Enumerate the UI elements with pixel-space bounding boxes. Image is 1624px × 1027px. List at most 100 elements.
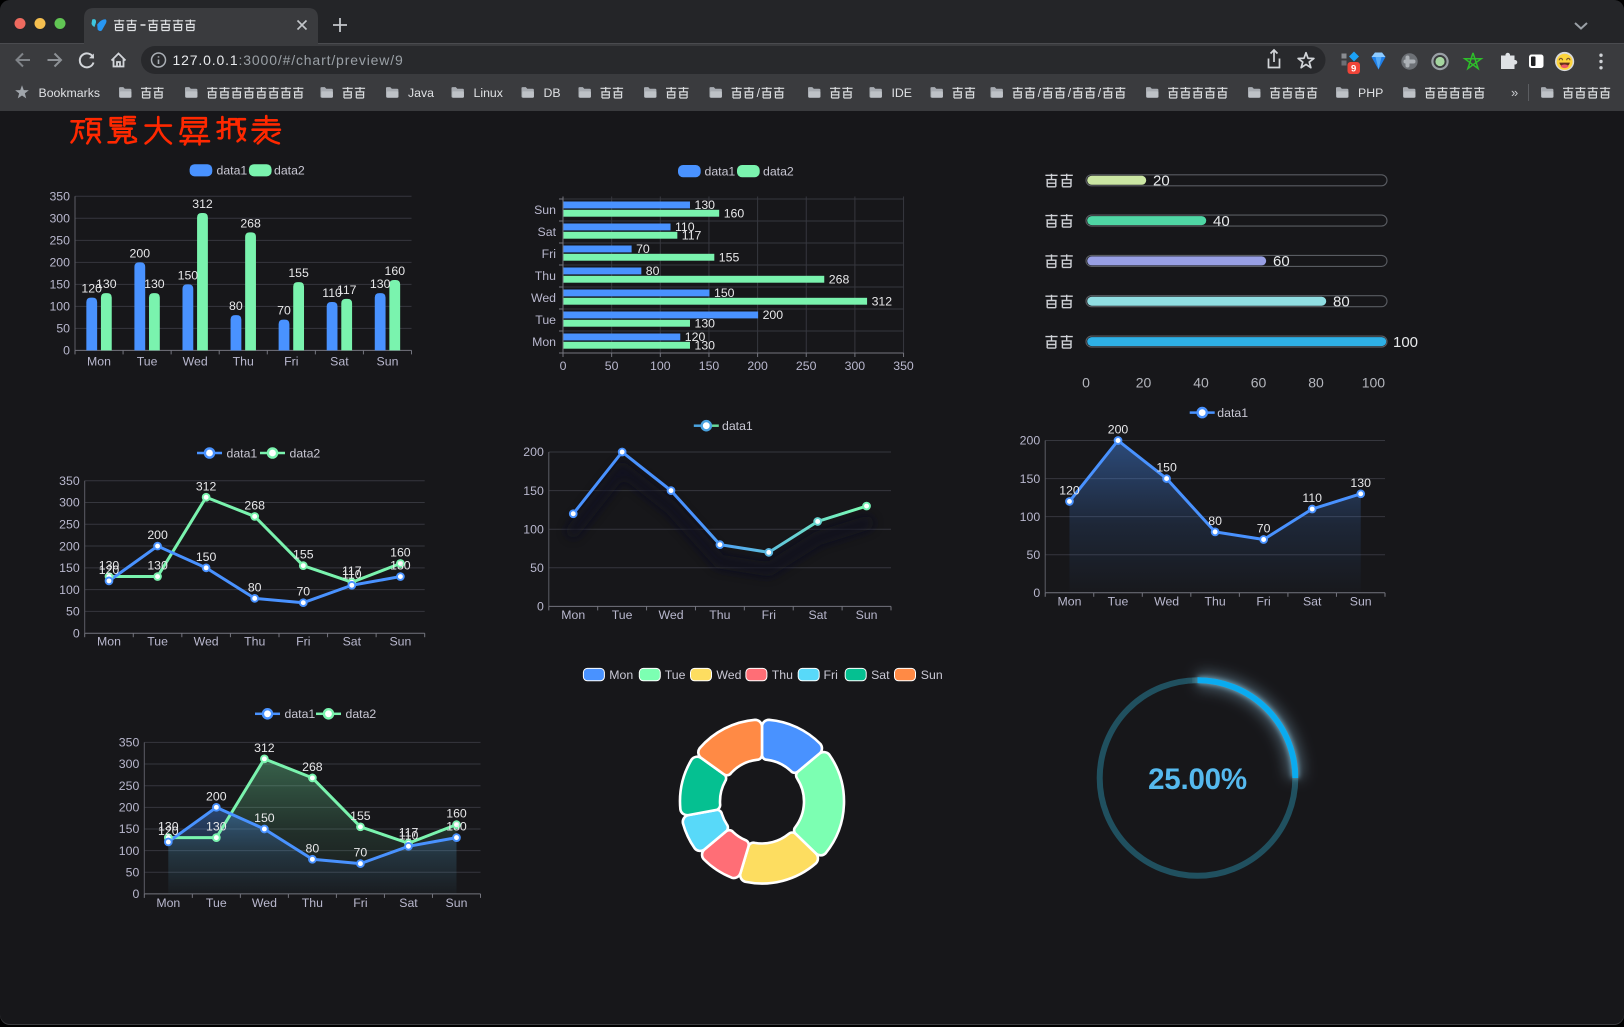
svg-text:Thu: Thu xyxy=(233,355,254,369)
svg-text:Tue: Tue xyxy=(147,635,168,649)
svg-text:Mon: Mon xyxy=(1058,595,1082,609)
svg-text:350: 350 xyxy=(49,190,70,204)
svg-text:150: 150 xyxy=(699,359,720,373)
svg-text:70: 70 xyxy=(1257,522,1271,536)
svg-text:200: 200 xyxy=(49,256,70,270)
svg-text:0: 0 xyxy=(560,359,567,373)
svg-text:data2: data2 xyxy=(274,164,305,178)
svg-text:Sat: Sat xyxy=(538,225,557,239)
svg-text:Mon: Mon xyxy=(97,635,121,649)
svg-text:80: 80 xyxy=(646,264,660,278)
svg-text:117: 117 xyxy=(342,564,362,578)
svg-text:250: 250 xyxy=(119,779,140,793)
svg-text:40: 40 xyxy=(1213,213,1230,230)
svg-text:150: 150 xyxy=(254,811,275,825)
svg-text:150: 150 xyxy=(714,286,735,300)
svg-text:312: 312 xyxy=(254,741,275,755)
svg-text:0: 0 xyxy=(537,600,544,614)
svg-text:130: 130 xyxy=(446,820,467,834)
svg-text:80: 80 xyxy=(1333,293,1350,310)
svg-text:200: 200 xyxy=(1020,434,1041,448)
svg-text:120: 120 xyxy=(685,330,706,344)
svg-text:DB: DB xyxy=(544,86,561,100)
svg-text:»: » xyxy=(1511,85,1518,100)
svg-text:80: 80 xyxy=(229,299,243,313)
svg-text:160: 160 xyxy=(724,206,745,220)
svg-text:250: 250 xyxy=(796,359,817,373)
svg-text:130: 130 xyxy=(206,820,227,834)
svg-text:80: 80 xyxy=(248,580,262,594)
svg-text:Wed: Wed xyxy=(658,608,683,622)
svg-text:Fri: Fri xyxy=(762,608,776,622)
svg-text:Sun: Sun xyxy=(534,203,556,217)
svg-text:IDE: IDE xyxy=(892,86,913,100)
svg-text:110: 110 xyxy=(399,828,419,842)
svg-text:data2: data2 xyxy=(763,164,794,178)
svg-text:130: 130 xyxy=(147,559,168,573)
svg-text:Java: Java xyxy=(408,86,434,100)
svg-text:80: 80 xyxy=(1308,374,1324,390)
svg-text:130: 130 xyxy=(158,820,179,834)
svg-text:Wed: Wed xyxy=(1154,595,1179,609)
svg-text:350: 350 xyxy=(59,474,80,488)
svg-text:data1: data1 xyxy=(285,707,316,721)
svg-text:0: 0 xyxy=(1033,586,1040,600)
svg-text:268: 268 xyxy=(240,216,261,230)
svg-text:Wed: Wed xyxy=(252,896,277,910)
svg-text:Mon: Mon xyxy=(609,668,633,682)
svg-text:110: 110 xyxy=(675,220,695,234)
svg-text:60: 60 xyxy=(1273,253,1290,270)
svg-text:120: 120 xyxy=(99,563,120,577)
svg-text:/: / xyxy=(1068,86,1072,100)
svg-text:Sat: Sat xyxy=(399,896,418,910)
svg-text:data1: data1 xyxy=(705,164,736,178)
svg-text:Tue: Tue xyxy=(137,355,158,369)
svg-text:160: 160 xyxy=(385,264,406,278)
svg-text:0: 0 xyxy=(63,344,70,358)
svg-text:Tue: Tue xyxy=(206,896,227,910)
svg-text:data2: data2 xyxy=(346,707,377,721)
svg-text:150: 150 xyxy=(196,550,217,564)
svg-text:Wed: Wed xyxy=(531,291,556,305)
svg-text:Sun: Sun xyxy=(921,668,943,682)
svg-text:Sat: Sat xyxy=(1303,595,1322,609)
svg-text:300: 300 xyxy=(845,359,866,373)
svg-text:Sat: Sat xyxy=(871,668,890,682)
svg-text:150: 150 xyxy=(119,822,140,836)
svg-text:268: 268 xyxy=(829,272,850,286)
svg-text:data1: data1 xyxy=(217,164,248,178)
svg-text:50: 50 xyxy=(530,561,544,575)
svg-text:Tue: Tue xyxy=(1108,595,1129,609)
svg-text:Tue: Tue xyxy=(535,313,556,327)
svg-text:50: 50 xyxy=(126,866,140,880)
svg-text:/: / xyxy=(1038,86,1042,100)
svg-text:312: 312 xyxy=(872,294,893,308)
svg-text:200: 200 xyxy=(747,359,768,373)
svg-text:Fri: Fri xyxy=(296,635,310,649)
svg-text:80: 80 xyxy=(306,841,320,855)
svg-text:Sun: Sun xyxy=(1350,595,1372,609)
svg-text:Mon: Mon xyxy=(561,608,585,622)
svg-text:100: 100 xyxy=(49,300,70,314)
svg-text:Thu: Thu xyxy=(302,896,323,910)
svg-text:312: 312 xyxy=(196,479,217,493)
svg-text:155: 155 xyxy=(288,266,309,280)
svg-text:200: 200 xyxy=(147,528,168,542)
svg-text:130: 130 xyxy=(695,338,716,352)
svg-text:80: 80 xyxy=(1208,514,1222,528)
svg-text:/: / xyxy=(757,86,761,100)
svg-text:150: 150 xyxy=(1020,472,1041,486)
svg-text:155: 155 xyxy=(719,250,740,264)
svg-text:200: 200 xyxy=(59,539,80,553)
svg-text:200: 200 xyxy=(523,445,544,459)
svg-text:Fri: Fri xyxy=(542,247,556,261)
svg-text:70: 70 xyxy=(354,846,368,860)
svg-text:110: 110 xyxy=(342,567,362,581)
svg-text:Wed: Wed xyxy=(183,355,208,369)
svg-text:50: 50 xyxy=(66,605,80,619)
svg-text:Thu: Thu xyxy=(709,608,730,622)
svg-text:200: 200 xyxy=(763,308,784,322)
svg-text:312: 312 xyxy=(192,197,213,211)
svg-text:150: 150 xyxy=(523,484,544,498)
svg-text:268: 268 xyxy=(244,498,265,512)
